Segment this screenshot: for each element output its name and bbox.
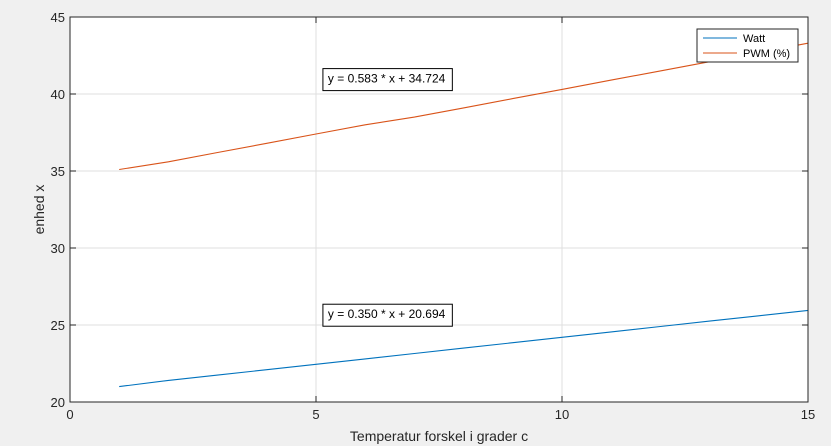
y-tick-label: 40 (51, 87, 65, 102)
y-axis-label: enhed x (31, 185, 47, 235)
y-tick-label: 45 (51, 10, 65, 25)
legend-entry-label: PWM (%) (743, 48, 790, 60)
legend[interactable]: Watt PWM (%) (696, 28, 799, 63)
x-tick-label: 10 (555, 407, 569, 422)
annotation-box (322, 68, 453, 92)
annotation-box (322, 303, 453, 327)
legend-box (696, 28, 799, 63)
annotation-text: y = 0.350 * x + 20.694 (328, 307, 446, 321)
y-tick-label: 30 (51, 241, 65, 256)
y-tick-label: 25 (51, 318, 65, 333)
plot-frame (69, 16, 809, 403)
x-tick-label: 15 (801, 407, 815, 422)
y-tick-label: 35 (51, 164, 65, 179)
series-layer (119, 42, 809, 388)
x-tick-label: 0 (66, 407, 73, 422)
series-line (119, 309, 809, 388)
annotation-text: y = 0.583 * x + 34.724 (328, 72, 446, 86)
axis-ticks: 0 5 10 15 20 25 30 35 40 45 (51, 10, 816, 422)
x-tick-label: 5 (312, 407, 319, 422)
y-tick-label: 20 (51, 395, 65, 410)
equation-annotation: y = 0.350 * x + 20.694 (322, 303, 453, 327)
annotations: y = 0.583 * x + 34.724 y = 0.350 * x + 20… (322, 68, 453, 327)
equation-annotation: y = 0.583 * x + 34.724 (322, 68, 453, 92)
series-line (119, 42, 809, 171)
legend-entry-label: Watt (743, 33, 765, 45)
x-axis-label: Temperatur forskel i grader c (350, 428, 528, 444)
